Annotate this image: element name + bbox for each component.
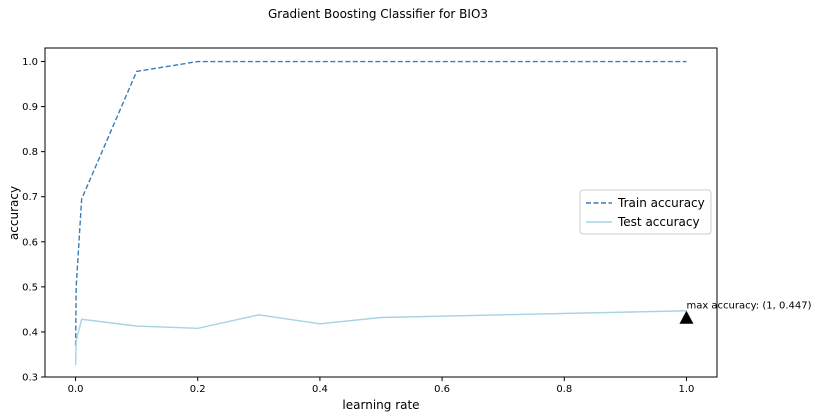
x-tick-label: 0.4 bbox=[312, 384, 328, 395]
x-tick-label: 1.0 bbox=[679, 384, 695, 395]
axis-ticks: 0.0 0.2 0.4 0.6 0.8 1.0 0.3 0.4 0.5 0.6 0.7 0.8 0.9 1… bbox=[22, 57, 694, 395]
x-axis-label: learning rate bbox=[342, 398, 419, 412]
legend-label-1: Train accuracy bbox=[617, 196, 705, 210]
axes-frame bbox=[44, 47, 718, 378]
y-tick-label: 0.7 bbox=[22, 192, 38, 203]
legend-box bbox=[579, 189, 712, 235]
series-line-2 bbox=[74, 310, 687, 366]
x-tick-label: 0.8 bbox=[556, 384, 572, 395]
y-tick-label: 0.5 bbox=[22, 282, 38, 293]
x-tick-label: 0.2 bbox=[190, 384, 206, 395]
y-axis-label: accuracy bbox=[7, 186, 21, 240]
x-tick-label: 0.0 bbox=[68, 384, 84, 395]
chart-title: Gradient Boosting Classifier for BIO3 bbox=[268, 7, 488, 21]
plot-area: max accuracy: (1, 0.447) bbox=[74, 60, 812, 366]
y-tick-label: 0.3 bbox=[22, 373, 38, 384]
y-tick-label: 0.6 bbox=[22, 237, 38, 248]
x-tick-label: 0.6 bbox=[434, 384, 450, 395]
y-tick-label: 1.0 bbox=[22, 57, 38, 68]
y-tick-label: 0.8 bbox=[22, 147, 38, 158]
max-accuracy-annotation: max accuracy: (1, 0.447) bbox=[686, 301, 811, 312]
legend: Train accuracy Test accuracy bbox=[579, 189, 712, 235]
y-tick-label: 0.9 bbox=[22, 102, 38, 113]
legend-label-2: Test accuracy bbox=[617, 215, 700, 229]
series-line-1 bbox=[74, 60, 687, 346]
y-tick-label: 0.4 bbox=[22, 327, 38, 338]
max-accuracy-marker bbox=[679, 310, 694, 324]
